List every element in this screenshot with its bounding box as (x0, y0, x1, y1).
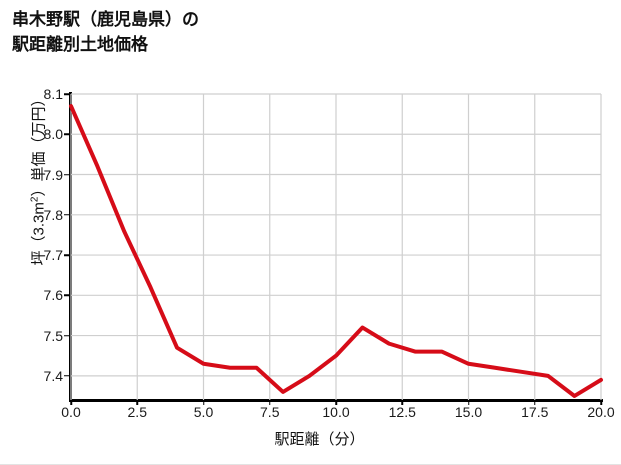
y-axis-tick-labels: 7.4 7.5 7.6 7.7 7.8 7.9 8.0 8.1 (0, 0, 63, 465)
y-axis-tick-label: 7.8 (43, 206, 63, 223)
y-axis-tick-mark (64, 133, 69, 135)
chart-title-line-1: 串木野駅（鹿児島県）の (12, 10, 199, 29)
x-axis-tick-mark (335, 400, 337, 405)
x-axis-tick-mark (269, 400, 271, 405)
x-axis-tick-label: 12.5 (388, 404, 416, 420)
x-axis-tick-label: 17.5 (521, 404, 549, 420)
y-axis-tick-label: 7.9 (43, 166, 63, 183)
x-axis-tick-label: 5.0 (193, 404, 214, 420)
gridlines (70, 93, 602, 400)
chart-title-line-2: 駅距離別土地価格 (12, 34, 148, 54)
page-title: 串木野駅（鹿児島県）の 駅距離別土地価格 (12, 8, 199, 57)
x-axis-tick-label: 15.0 (454, 404, 483, 420)
x-axis-tick-label: 2.5 (127, 404, 147, 420)
y-axis-tick-mark (64, 254, 69, 256)
line-series (69, 104, 603, 398)
y-axis-tick-label: 7.4 (43, 367, 63, 384)
y-axis-tick-label: 7.6 (43, 287, 63, 304)
y-axis-tick-mark (64, 214, 69, 216)
x-axis-label: 駅距離（分） (0, 428, 621, 449)
x-axis-label-text: 駅距離（分） (274, 431, 365, 448)
y-axis-tick-mark (64, 173, 69, 176)
x-axis-tick-label: 0.0 (61, 404, 81, 420)
x-axis-tick-mark (136, 400, 138, 405)
x-axis-tick-label: 7.5 (260, 404, 280, 420)
y-axis-label-main: 坪（3.3m (30, 202, 48, 266)
x-axis-tick-mark (467, 400, 470, 405)
y-axis-label-tail: ）単価（万円） (30, 91, 48, 197)
x-axis-tick-mark (600, 400, 602, 405)
y-axis-tick-label: 7.7 (43, 247, 63, 264)
y-axis-tick-label: 7.5 (43, 327, 63, 344)
x-axis-tick-mark (202, 400, 205, 405)
x-axis-tick-mark (534, 400, 536, 405)
x-axis-tick-mark (401, 400, 403, 405)
y-axis-tick-label: 8.0 (43, 126, 63, 143)
x-axis-tick-mark (70, 400, 72, 405)
y-axis-tick-mark (64, 294, 69, 297)
line-series-layer (69, 104, 603, 398)
plot-area (69, 93, 603, 400)
y-axis-tick-mark (64, 375, 69, 377)
y-axis-tick-label: 8.1 (43, 86, 63, 102)
y-axis-tick-mark (64, 334, 69, 337)
y-axis-label-superscript: 2 (29, 196, 41, 203)
x-axis-tick-label: 20.0 (587, 404, 615, 420)
x-axis-tick-label: 10.0 (322, 404, 350, 420)
y-axis-spine (69, 92, 72, 402)
y-axis-label: 坪（3.3m2）単価（万円） (28, 49, 49, 309)
y-axis-tick-mark (64, 93, 69, 95)
